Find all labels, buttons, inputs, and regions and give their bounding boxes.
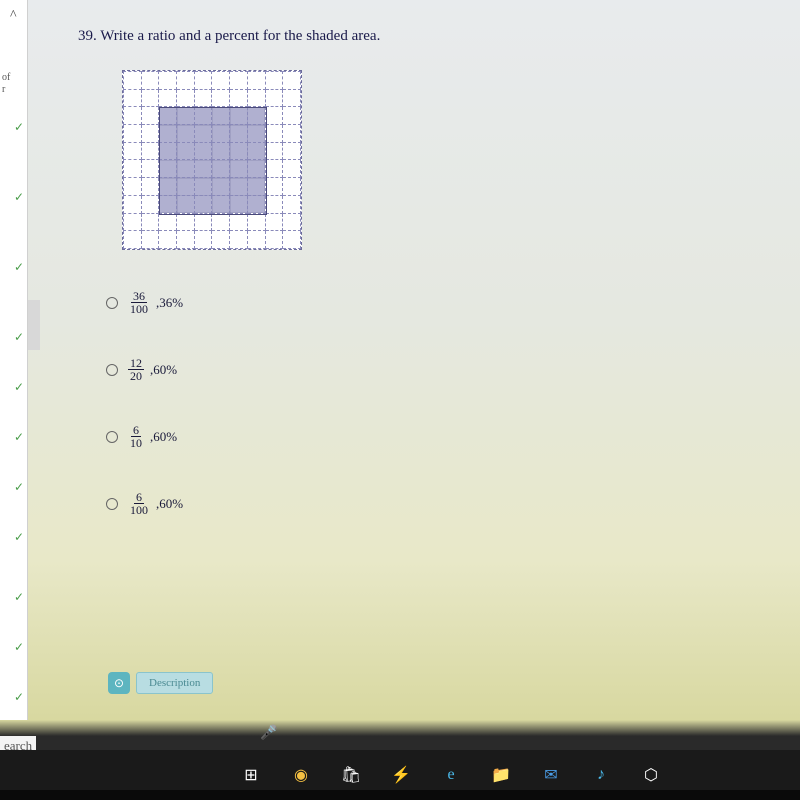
percent-value: 60%	[153, 429, 177, 445]
progress-check-icon: ✓	[14, 430, 24, 445]
question-prompt: 39. Write a ratio and a percent for the …	[78, 28, 380, 45]
grid-figure	[122, 70, 302, 250]
progress-check-icon: ✓	[14, 530, 24, 545]
taskbar-flash-icon[interactable]: ⚡	[390, 764, 412, 786]
progress-check-icon: ✓	[14, 380, 24, 395]
sidebar-label: of r	[2, 72, 10, 96]
progress-check-icon: ✓	[14, 330, 24, 345]
taskbar-music-icon[interactable]: ♪	[590, 764, 612, 786]
monitor-bezel	[0, 790, 800, 800]
progress-check-icon: ✓	[14, 190, 24, 205]
description-button[interactable]: ⊙ Description	[108, 672, 213, 694]
question-content: 39. Write a ratio and a percent for the …	[40, 0, 760, 720]
answer-option-3[interactable]: 6100, 60%	[106, 491, 183, 516]
sidebar: ^ of r ✓ ✓ ✓ ✓ ✓ ✓ ✓ ✓ ✓ ✓ ✓	[0, 0, 28, 720]
grid-table	[123, 71, 301, 249]
scroll-up-icon[interactable]: ^	[10, 8, 17, 24]
taskbar-edge-icon[interactable]: e	[440, 764, 462, 786]
taskbar-task-view-icon[interactable]: ⊞	[240, 764, 262, 786]
fraction: 610	[128, 424, 144, 449]
percent-value: 36%	[159, 295, 183, 311]
answer-option-1[interactable]: 1220, 60%	[106, 357, 183, 382]
taskbar-explorer-icon[interactable]: 📁	[490, 764, 512, 786]
description-icon: ⊙	[108, 672, 130, 694]
taskbar-dropbox-icon[interactable]: ⬡	[640, 764, 662, 786]
progress-check-icon: ✓	[14, 120, 24, 135]
answer-option-2[interactable]: 610, 60%	[106, 424, 183, 449]
answer-option-0[interactable]: 36100, 36%	[106, 290, 183, 315]
progress-check-icon: ✓	[14, 260, 24, 275]
taskbar-mail-icon[interactable]: ✉	[540, 764, 562, 786]
description-label: Description	[136, 672, 213, 694]
radio-icon[interactable]	[106, 364, 118, 376]
radio-icon[interactable]	[106, 431, 118, 443]
taskbar-store-icon[interactable]: 🛍	[340, 764, 362, 786]
percent-value: 60%	[153, 362, 177, 378]
progress-check-icon: ✓	[14, 690, 24, 705]
fraction: 36100	[128, 290, 150, 315]
mic-icon[interactable]: 🎤	[260, 725, 277, 742]
answer-options: 36100, 36% 1220, 60% 610, 60% 6100, 60%	[106, 290, 183, 558]
progress-check-icon: ✓	[14, 640, 24, 655]
progress-check-icon: ✓	[14, 590, 24, 605]
taskbar-chrome-icon[interactable]: ◉	[290, 764, 312, 786]
radio-icon[interactable]	[106, 297, 118, 309]
fraction: 1220	[128, 357, 144, 382]
fraction: 6100	[128, 491, 150, 516]
sidebar-strip	[28, 300, 40, 350]
percent-value: 60%	[159, 496, 183, 512]
radio-icon[interactable]	[106, 498, 118, 510]
progress-check-icon: ✓	[14, 480, 24, 495]
